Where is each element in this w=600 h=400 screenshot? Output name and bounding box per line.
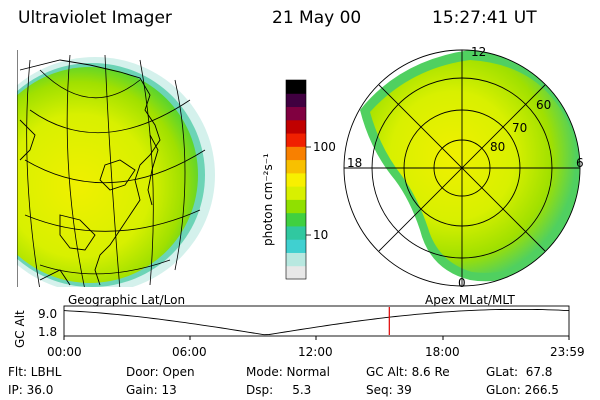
info-seq: Seq: 39 [366,383,412,397]
polar-lat-70: 70 [512,121,528,135]
colorbar-segment [286,265,306,280]
apex-label: Apex MLat/MLT [425,293,515,307]
colorbar-segment [286,93,306,108]
info-dsp: Dsp: 5.3 [246,383,312,397]
colorbar-segment [286,239,306,253]
colorbar-tick-100: 100 [313,140,336,154]
altitude-ytick-top: 9.0 [38,307,58,321]
colorbar-segment [286,119,306,134]
colorbar-segment [286,212,306,227]
polar-lat-60: 60 [536,98,552,112]
colorbar-segment [286,106,306,121]
geographic-label: Geographic Lat/Lon [68,293,186,307]
colorbar-segment [286,252,306,267]
colorbar-tick-10: 10 [313,228,329,242]
polar-tick-12: 12 [471,45,487,59]
info-door: Door: Open [126,365,195,379]
polar-tick-0: 0 [458,276,466,290]
altitude-ytick-bottom: 1.8 [38,325,58,339]
colorbar-segment [286,133,306,147]
polar-grid [343,49,581,287]
info-filter: Flt: LBHL [8,365,62,379]
colorbar-segment [286,146,306,161]
geographic-earth-image [17,50,215,287]
colorbar-segment [286,186,306,200]
xtick-2359: 23:59 [550,345,585,359]
info-gc-alt: GC Alt: 8.6 Re [366,365,450,379]
colorbar-segment [286,172,306,187]
info-glon: GLon: 266.5 [486,383,559,397]
info-gain: Gain: 13 [126,383,177,397]
polar-lat-80: 80 [490,140,506,154]
polar-tick-6: 6 [576,156,584,170]
instrument-title: Ultraviolet Imager [18,8,172,28]
colorbar-segment [286,225,306,240]
altitude-curve [63,308,570,336]
xtick-1200: 12:00 [298,345,333,359]
observation-date: 21 May 00 [272,8,362,28]
info-glat: GLat: 67.8 [486,365,553,379]
observation-time: 15:27:41 UT [432,8,537,28]
xtick-0000: 00:00 [47,345,82,359]
info-mode: Mode: Normal [246,365,330,379]
polar-tick-18: 18 [347,156,363,170]
altitude-ylabel: GC Alt [13,310,27,348]
xtick-1800: 18:00 [425,345,460,359]
colorbar-segment [286,80,306,94]
xtick-0600: 06:00 [172,345,207,359]
colorbar-segment [286,159,306,174]
info-ip: IP: 36.0 [8,383,54,397]
colorbar-segment [286,199,306,214]
